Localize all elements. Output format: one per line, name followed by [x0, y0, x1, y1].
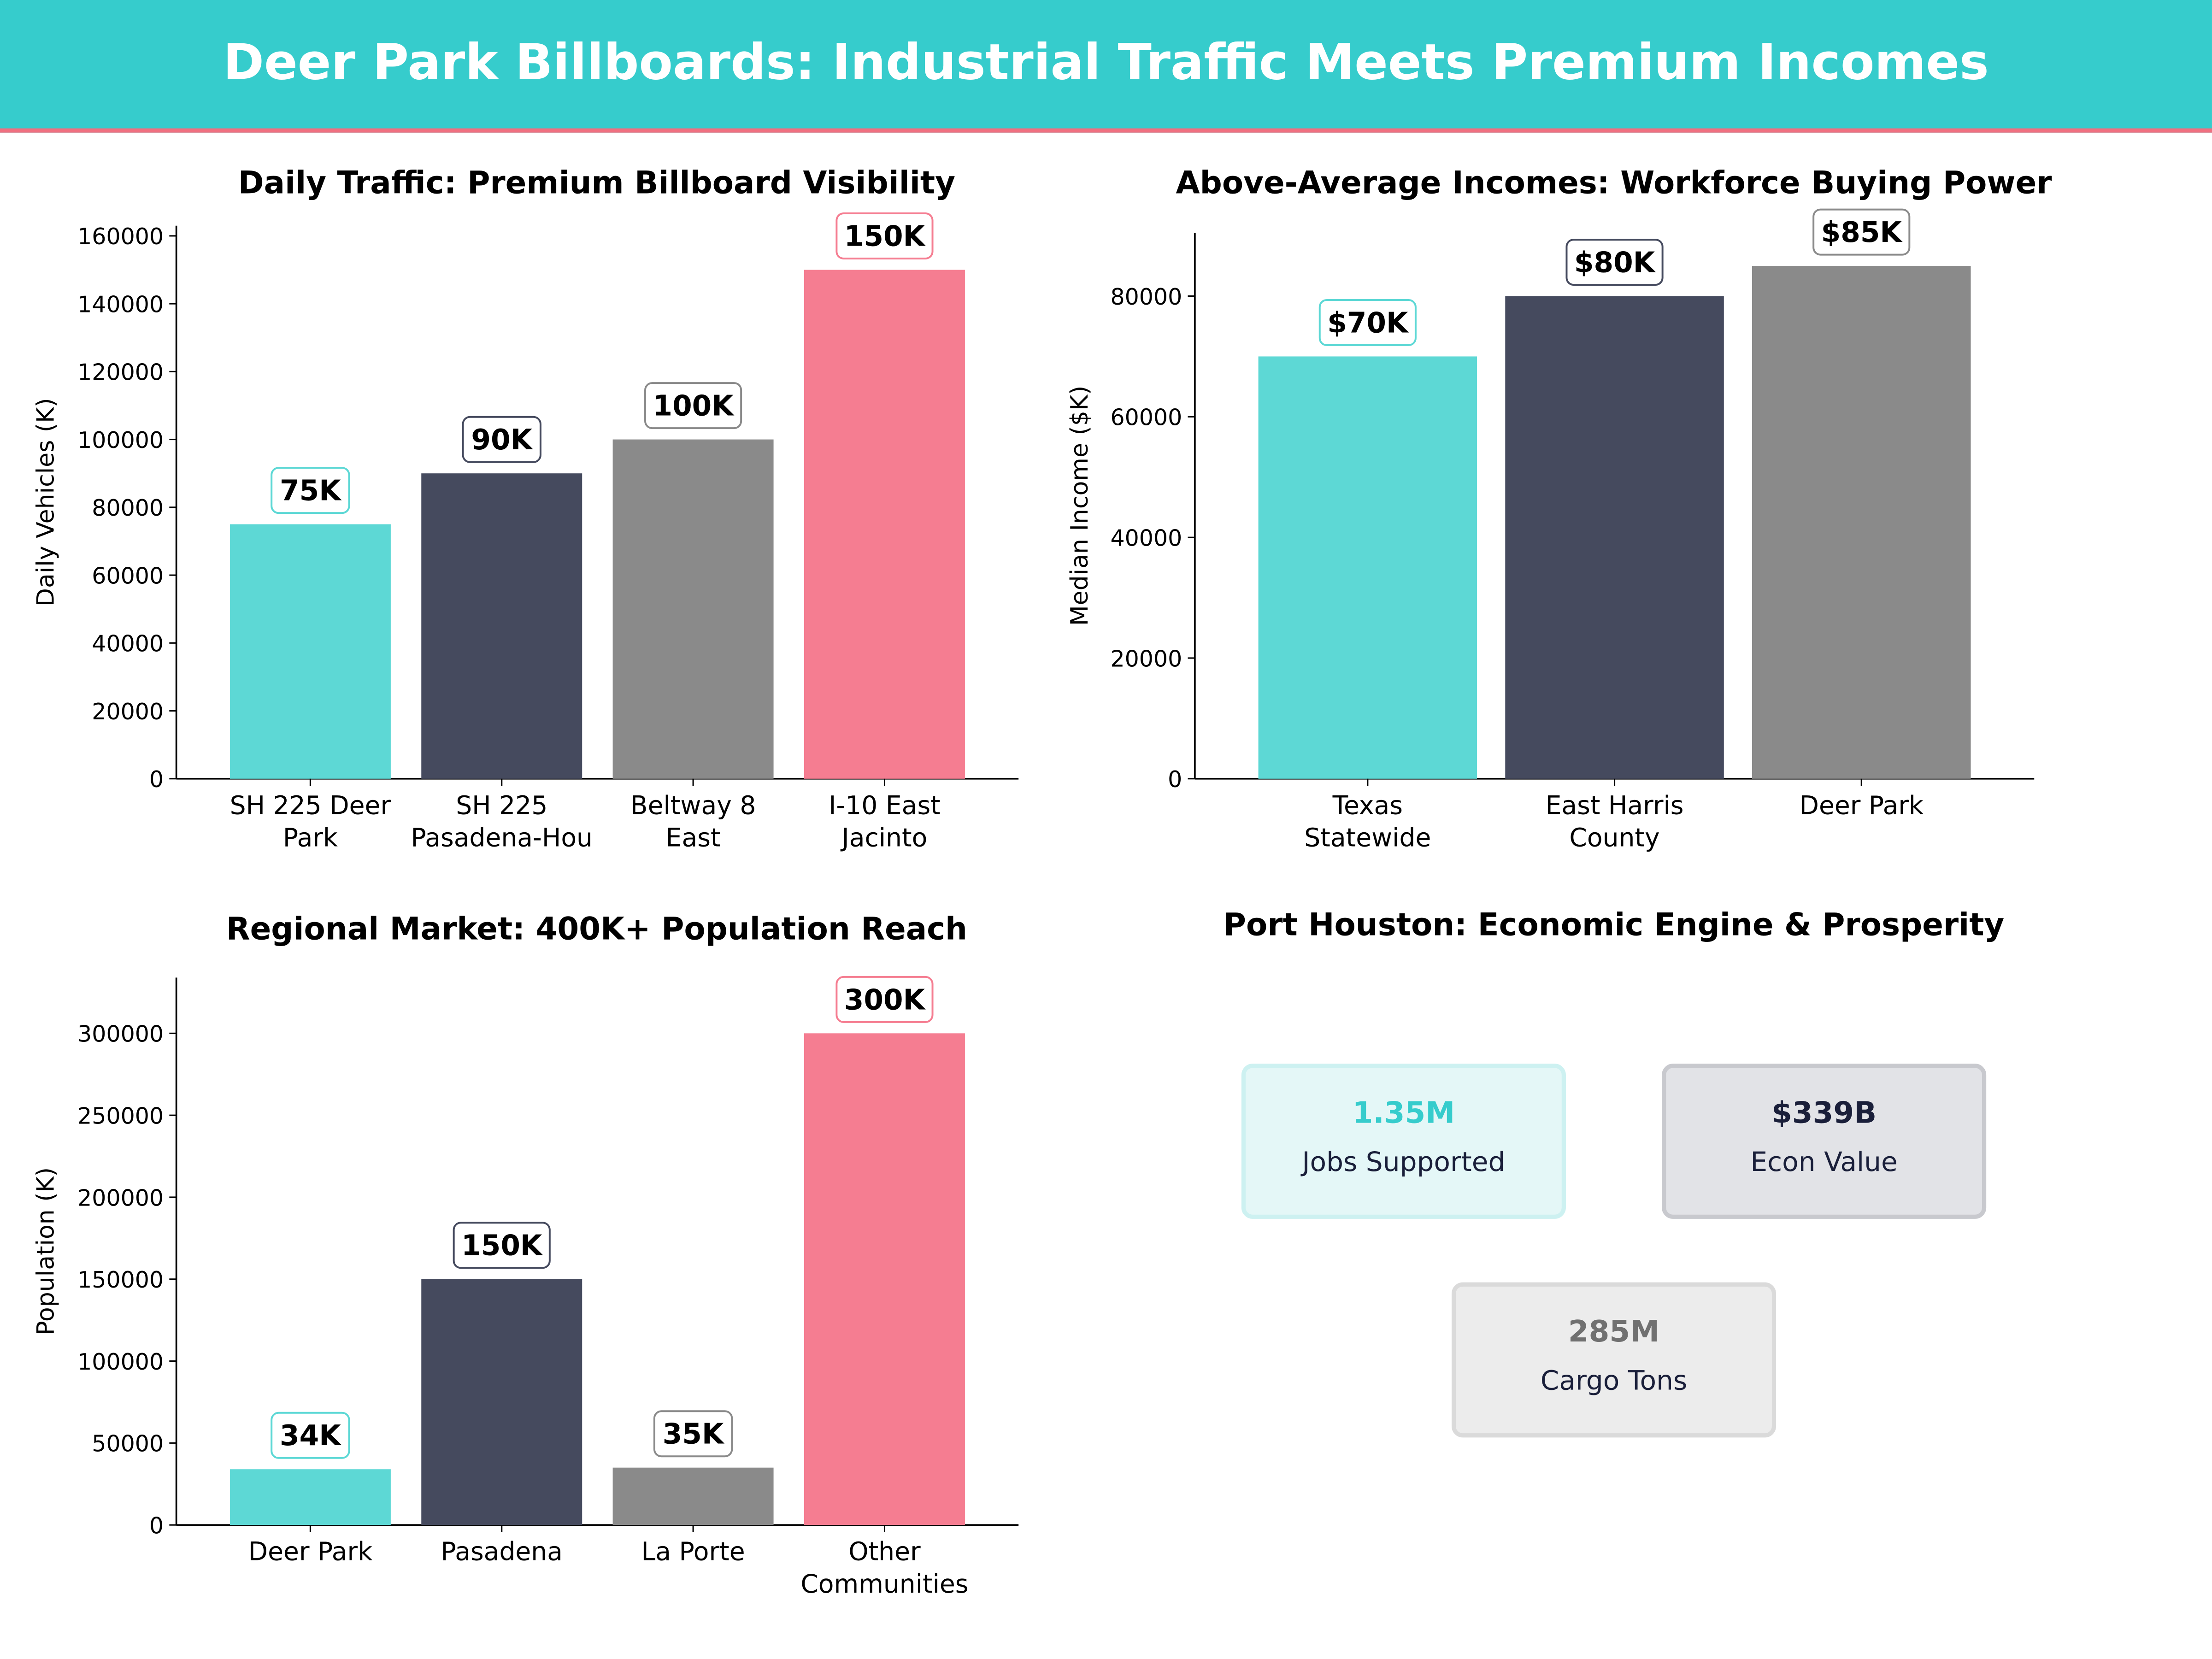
- x-tick-label: I-10 East: [829, 790, 941, 820]
- x-tick-label: Deer Park: [248, 1537, 373, 1566]
- data-label: 100K: [653, 390, 735, 423]
- x-tick-label: Statewide: [1304, 823, 1431, 853]
- stat-value: 285M: [1568, 1315, 1660, 1349]
- stat-card-jobs: 1.35M Jobs Supported: [1241, 1064, 1566, 1219]
- data-label: $85K: [1821, 216, 1903, 249]
- bar: [612, 1467, 774, 1525]
- data-label: 300K: [844, 983, 926, 1016]
- x-tick-label: Communities: [800, 1569, 968, 1599]
- x-tick-label: Texas: [1332, 790, 1403, 820]
- bar: [1258, 356, 1477, 779]
- bar: [229, 524, 391, 779]
- stat-label: Econ Value: [1750, 1147, 1898, 1178]
- y-tick-label: 250000: [77, 1103, 164, 1129]
- y-tick-label: 20000: [92, 699, 164, 725]
- data-label-box: [835, 212, 934, 259]
- data-label: $80K: [1574, 247, 1656, 279]
- data-label-box: [1565, 239, 1664, 286]
- bar: [421, 473, 582, 779]
- y-tick-label: 0: [149, 766, 164, 793]
- port-panel-title: Port Houston: Economic Engine & Prosperi…: [1223, 908, 2005, 944]
- y-tick-label: 40000: [92, 631, 164, 657]
- x-tick-label: Pasadena: [441, 1537, 563, 1566]
- data-label-box: [653, 1410, 733, 1458]
- data-label: 90K: [471, 424, 533, 456]
- y-tick-label: 50000: [92, 1431, 164, 1457]
- y-tick-label: 200000: [77, 1185, 164, 1211]
- y-axis-label: Median Income ($K): [1066, 386, 1094, 626]
- x-tick-label: Pasadena-Hou: [411, 823, 593, 853]
- x-tick-label: Park: [283, 823, 338, 853]
- data-label-box: [453, 1222, 551, 1269]
- chart-title: Regional Market: 400K+ Population Reach: [226, 911, 967, 947]
- y-tick-label: 40000: [1111, 525, 1182, 552]
- y-tick-label: 20000: [1111, 646, 1182, 672]
- stat-card-cargo: 285M Cargo Tons: [1451, 1282, 1777, 1438]
- bar: [612, 439, 774, 779]
- data-label-box: [644, 382, 742, 429]
- x-tick-label: East Harris: [1546, 790, 1684, 820]
- stat-label: Jobs Supported: [1302, 1147, 1506, 1178]
- x-tick-label: Beltway 8: [630, 790, 756, 820]
- y-tick-label: 150000: [77, 1267, 164, 1293]
- y-tick-label: 100000: [77, 427, 164, 453]
- stat-value: $339B: [1771, 1096, 1877, 1130]
- y-tick-label: 80000: [1111, 284, 1182, 310]
- bar: [804, 270, 965, 779]
- bar: [1752, 266, 1971, 779]
- y-tick-label: 140000: [77, 291, 164, 318]
- y-tick-label: 160000: [77, 224, 164, 250]
- y-tick-label: 0: [149, 1513, 164, 1539]
- data-label-box: [835, 976, 934, 1023]
- y-tick-label: 80000: [92, 495, 164, 521]
- x-tick-label: SH 225 Deer: [230, 790, 391, 820]
- y-tick-label: 120000: [77, 359, 164, 386]
- data-label-box: [271, 1412, 350, 1459]
- y-tick-label: 60000: [1111, 405, 1182, 431]
- data-label: 150K: [844, 220, 926, 253]
- y-tick-label: 100000: [77, 1349, 164, 1375]
- x-tick-label: Other: [848, 1537, 921, 1566]
- chart-title: Above-Average Incomes: Workforce Buying …: [1176, 164, 2052, 200]
- stat-card-econ-value: $339B Econ Value: [1662, 1064, 1987, 1219]
- x-tick-label: La Porte: [641, 1537, 745, 1566]
- data-label-box: [271, 467, 350, 514]
- x-tick-label: Jacinto: [841, 823, 928, 853]
- y-axis-label: Population (K): [32, 1167, 59, 1335]
- bar: [1505, 296, 1724, 779]
- stat-value: 1.35M: [1352, 1096, 1455, 1130]
- chart-title: Daily Traffic: Premium Billboard Visibil…: [238, 164, 955, 200]
- x-tick-label: County: [1569, 823, 1659, 853]
- x-tick-label: SH 225: [456, 790, 547, 820]
- bar: [421, 1279, 582, 1525]
- y-tick-label: 300000: [77, 1021, 164, 1047]
- y-axis-label: Daily Vehicles (K): [32, 398, 59, 606]
- x-tick-label: Deer Park: [1800, 790, 1924, 820]
- y-tick-label: 60000: [92, 563, 164, 589]
- data-label: $70K: [1327, 306, 1409, 339]
- x-tick-label: East: [666, 823, 721, 853]
- page-title: Deer Park Billboards: Industrial Traffic…: [223, 35, 1989, 92]
- y-tick-label: 0: [1168, 766, 1182, 793]
- data-label: 75K: [280, 475, 342, 507]
- data-label: 150K: [461, 1230, 543, 1262]
- bar: [804, 1033, 965, 1525]
- data-label: 35K: [663, 1418, 725, 1451]
- bar: [229, 1469, 391, 1525]
- data-label-box: [1812, 208, 1911, 256]
- data-label-box: [1318, 299, 1417, 346]
- header-banner: Deer Park Billboards: Industrial Traffic…: [0, 0, 2212, 133]
- data-label-box: [462, 416, 541, 463]
- stat-label: Cargo Tons: [1540, 1365, 1688, 1397]
- data-label: 34K: [280, 1419, 342, 1452]
